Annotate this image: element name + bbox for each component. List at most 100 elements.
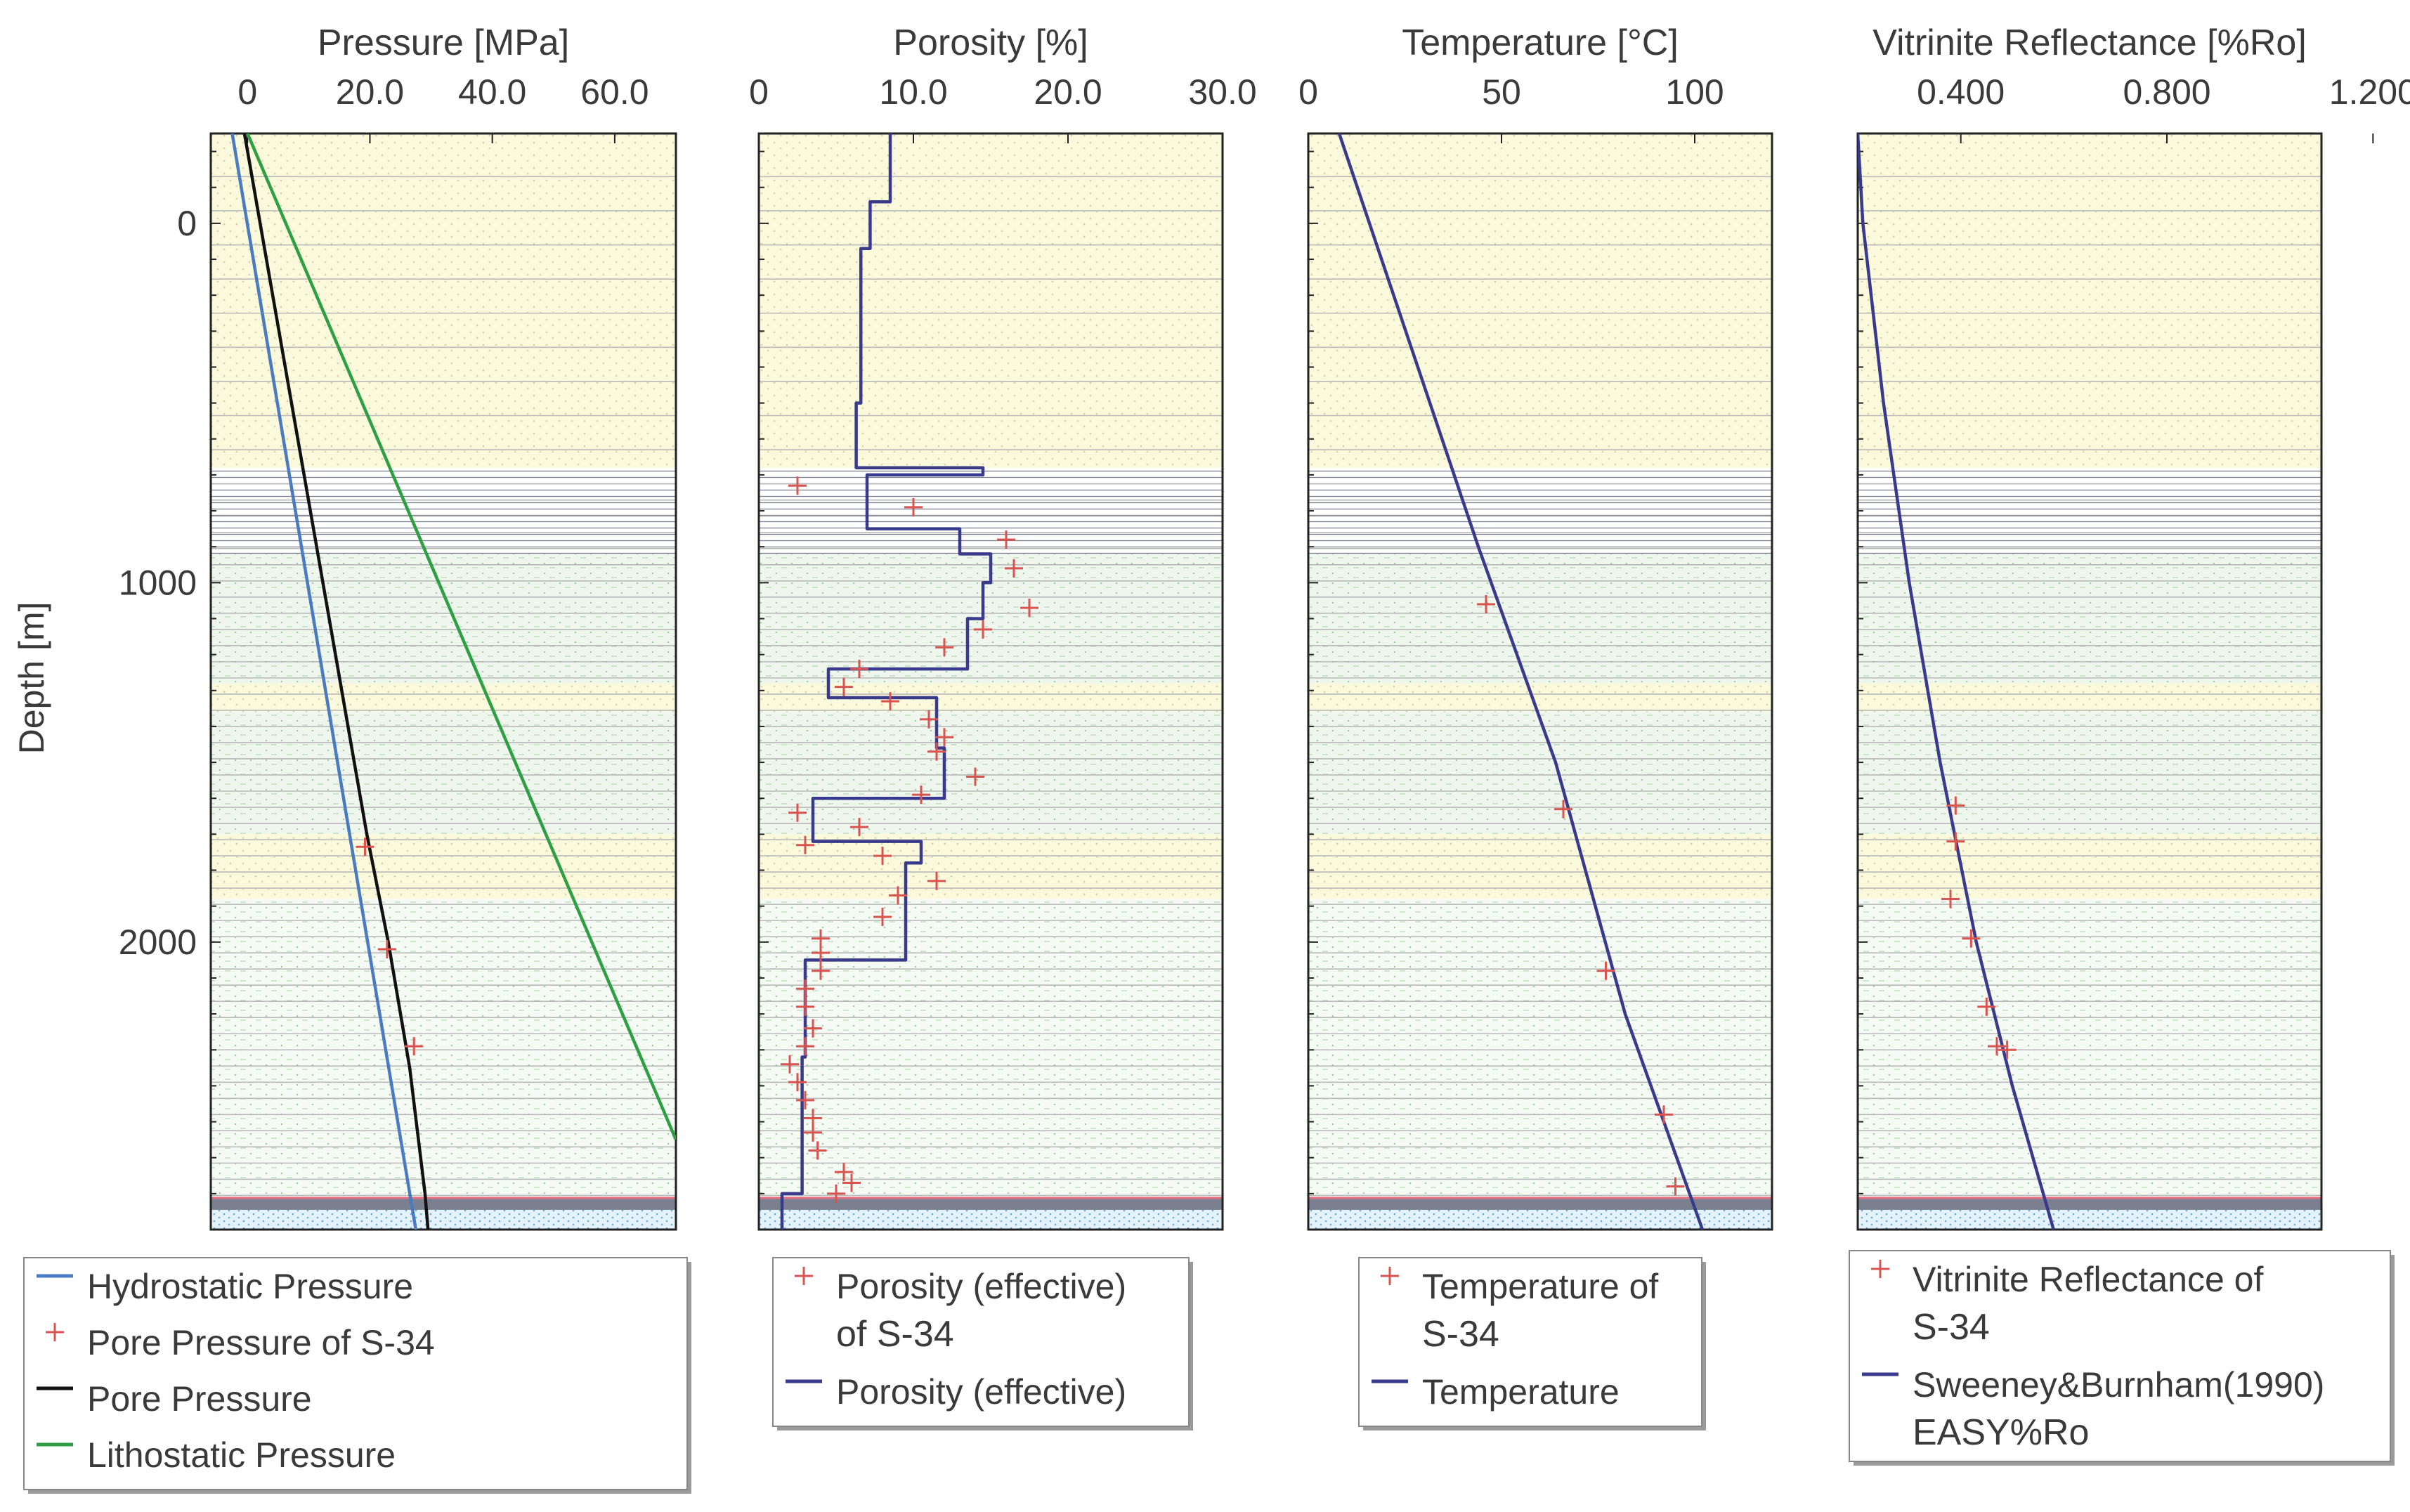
data-point: [781, 1055, 799, 1074]
x-tick-label: 1.200: [2329, 72, 2410, 112]
data-point: [812, 944, 830, 963]
legend-label: Sweeney&Burnham(1990): [1913, 1365, 2324, 1405]
data-point: [904, 497, 923, 516]
series-line: [1858, 133, 2055, 1230]
legend-label: Lithostatic Pressure: [87, 1435, 396, 1475]
data-point: [935, 728, 953, 747]
data-point: [804, 1123, 822, 1142]
legend-label-line2: S-34: [1913, 1307, 1990, 1348]
data-point: [966, 767, 984, 786]
data-point: [873, 908, 892, 927]
data-point: [1655, 1105, 1673, 1124]
plot-frame: [757, 132, 1224, 1231]
x-tick-label: 60.0: [580, 72, 649, 112]
legend-box: [23, 1257, 688, 1490]
basement-band: [1858, 1199, 2321, 1210]
x-tick-label: 50: [1482, 72, 1521, 112]
layer-pattern: [1308, 554, 1772, 684]
data-point: [881, 692, 899, 711]
x-tick-label: 100: [1665, 72, 1724, 112]
layer-pattern: [1858, 712, 2321, 835]
panel-title: Porosity [%]: [893, 22, 1088, 63]
x-tick-label: 0.800: [2123, 72, 2210, 112]
x-tick-label: 20.0: [336, 72, 404, 112]
legend-label: Porosity (effective): [836, 1267, 1126, 1306]
data-point: [1962, 929, 1981, 948]
data-point: [927, 871, 946, 890]
legend: Temperature of S-34 Temperature: [1358, 1257, 1706, 1430]
depth-tick-label: 1000: [119, 563, 197, 602]
x-tick-label: 40.0: [458, 72, 526, 112]
plot-frame: [1856, 132, 2323, 1231]
data-point: [873, 847, 892, 866]
layer-pattern: [1858, 554, 2321, 684]
basement-band: [211, 1199, 676, 1210]
depth-tick-label: 0: [177, 204, 197, 243]
data-point: [974, 620, 992, 639]
legend-box: [1849, 1250, 2391, 1462]
data-point: [1946, 832, 1965, 851]
data-point: [788, 476, 807, 495]
panel-title: Vitrinite Reflectance [%Ro]: [1872, 22, 2307, 63]
data-point: [1988, 1037, 2006, 1056]
data-point: [796, 997, 814, 1016]
legend-label: Pore Pressure of S-34: [87, 1323, 435, 1362]
layer-pattern: [211, 554, 676, 684]
layer-pattern: [1308, 683, 1772, 712]
legend-label: Porosity (effective): [836, 1372, 1126, 1412]
panel-title: Pressure [MPa]: [318, 22, 569, 63]
x-tick-label: 10.0: [879, 72, 947, 112]
panel-title: Temperature [°C]: [1402, 22, 1679, 63]
layer-pattern: [1308, 1209, 1772, 1230]
x-tick-label: 0: [237, 72, 257, 112]
layer-pattern: [759, 467, 1223, 554]
series-line: [230, 133, 418, 1230]
layer-pattern: [759, 133, 1223, 468]
legend-label: Temperature: [1422, 1372, 1620, 1412]
vitrinite-reflectance-panel: 0.400 0.800 1.200 Vitrinite Reflectance [%R…: [1849, 22, 2410, 1466]
layer-pattern: [211, 133, 676, 468]
data-point: [927, 742, 946, 761]
data-point: [796, 979, 814, 998]
data-point: [827, 1184, 845, 1203]
data-point: [997, 530, 1015, 549]
series-group: [1858, 133, 2055, 1230]
porosity-panel: 0 10.0 20.0 30.0 Porosity [%] Porosity (effec…: [749, 22, 1257, 1430]
x-tick-label: 30.0: [1188, 72, 1256, 112]
layer-pattern: [1308, 133, 1772, 468]
layer-pattern: [759, 1209, 1223, 1230]
data-point: [796, 835, 814, 854]
layer-pattern: [1858, 133, 2321, 468]
legend: Porosity (effective) of S-34 Porosity (eff…: [772, 1257, 1193, 1430]
legend-label: Hydrostatic Pressure: [87, 1267, 413, 1306]
data-point: [796, 1037, 814, 1056]
series-line: [780, 133, 993, 1230]
temperature-panel: 0 50 100 Temperature [°C] Temperature of S-34…: [1298, 22, 1773, 1430]
data-point: [842, 1173, 861, 1192]
x-tick-label: 0.400: [1917, 72, 2005, 112]
layer-pattern: [211, 712, 676, 835]
depth-axis-label: Depth [m]: [12, 602, 51, 755]
layer-pattern: [1858, 467, 2321, 554]
data-point: [912, 786, 930, 804]
x-tick-label: 0: [1298, 72, 1318, 112]
legend-label-line2: S-34: [1422, 1314, 1499, 1355]
layer-pattern: [759, 712, 1223, 835]
legend-marker-swatch: [795, 1267, 813, 1285]
series-group: [230, 133, 676, 1230]
legend-label-line2: of S-34: [836, 1314, 954, 1355]
legend-box: [772, 1257, 1190, 1427]
basement-band: [759, 1199, 1223, 1210]
data-point: [1554, 800, 1572, 819]
series-line: [242, 133, 430, 1230]
data-point: [835, 1163, 853, 1182]
data-point: [377, 940, 396, 959]
data-point: [788, 803, 807, 822]
layer-pattern: [1308, 467, 1772, 554]
series-line: [1337, 133, 1705, 1230]
data-point: [1020, 599, 1038, 618]
pressure-panel: 0 1000 2000 0 20.0 40.0 60.0 Pressure [MPa] Hydr…: [23, 22, 691, 1494]
basement-band: [1308, 1199, 1772, 1210]
layer-pattern: [1858, 834, 2321, 899]
